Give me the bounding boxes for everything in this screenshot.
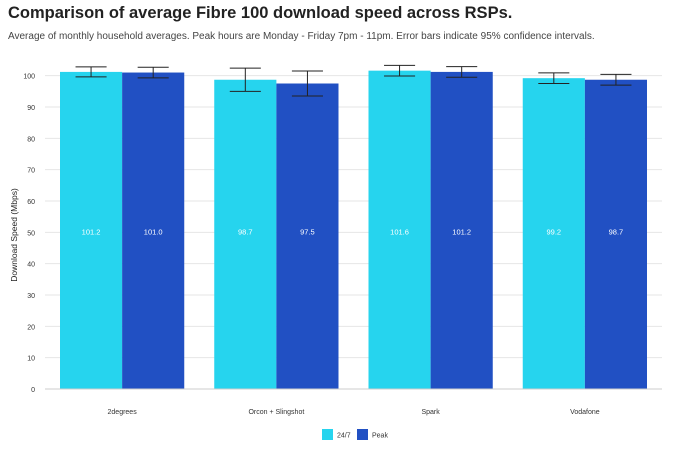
chart-subtitle: Average of monthly household averages. P… — [8, 31, 595, 42]
error-bars — [75, 64, 632, 97]
bar-value-label: 101.2 — [452, 228, 471, 237]
y-tick-label: 70 — [27, 168, 35, 175]
x-tick-label: Orcon + Slingshot — [248, 409, 304, 416]
bar — [368, 70, 431, 390]
x-tick-label: Vodafone — [570, 409, 600, 416]
legend-swatch — [322, 429, 333, 440]
y-tick-label: 10 — [27, 356, 35, 363]
legend-label: Peak — [372, 433, 388, 440]
y-tick-label: 30 — [27, 293, 35, 300]
y-tick-label: 80 — [27, 136, 35, 143]
bar — [276, 83, 339, 389]
bar — [60, 71, 123, 389]
bar-value-label: 98.7 — [609, 228, 624, 237]
y-tick-label: 60 — [27, 199, 35, 206]
bar — [584, 79, 647, 390]
y-axis-title: Download Speed (Mbps) — [9, 188, 19, 282]
y-tick-label: 20 — [27, 324, 35, 331]
bar-value-label: 101.0 — [144, 228, 163, 237]
bar-value-label: 99.2 — [547, 228, 562, 237]
legend-swatch — [357, 429, 368, 440]
bar-value-label: 101.2 — [82, 228, 101, 237]
bar-value-label: 101.6 — [390, 228, 409, 237]
y-tick-label: 90 — [27, 105, 35, 112]
bar — [214, 79, 277, 390]
y-tick-label: 40 — [27, 262, 35, 269]
x-tick-label: 2degrees — [108, 409, 138, 416]
x-tick-label: Spark — [421, 409, 440, 416]
y-tick-label: 100 — [23, 74, 35, 81]
axes: 0 10 20 30 40 50 60 70 80 90 100 2degrees Orcon + Sl… — [23, 74, 662, 416]
chart-title: Comparison of average Fibre 100 download… — [8, 4, 513, 22]
legend: 24/7 Peak — [322, 429, 388, 440]
legend-label: 24/7 — [337, 433, 351, 440]
bar — [430, 71, 493, 389]
y-tick-label: 0 — [31, 387, 35, 394]
bar-value-label: 98.7 — [238, 228, 253, 237]
bar — [122, 72, 185, 390]
data-labels: 101.2 101.0 98.7 97.5 101.6 101.2 99.2 98.7 — [82, 228, 624, 237]
bar — [522, 78, 585, 389]
bars — [60, 70, 647, 390]
bar-value-label: 97.5 — [300, 228, 315, 237]
y-tick-label: 50 — [27, 230, 35, 237]
